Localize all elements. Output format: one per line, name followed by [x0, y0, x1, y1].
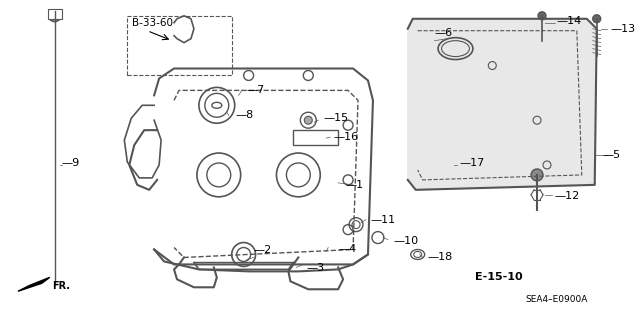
Circle shape — [593, 15, 601, 23]
Text: —2: —2 — [253, 246, 272, 256]
Text: E-15-10: E-15-10 — [476, 272, 523, 282]
Text: —9: —9 — [61, 158, 80, 168]
Circle shape — [305, 116, 312, 124]
Circle shape — [49, 10, 61, 22]
Text: —12: —12 — [555, 191, 580, 201]
Bar — [48, 9, 61, 19]
Text: —11: —11 — [370, 215, 395, 225]
Text: —7: —7 — [246, 85, 265, 95]
Polygon shape — [408, 19, 596, 190]
Text: —16: —16 — [333, 132, 358, 142]
Text: —15: —15 — [323, 113, 348, 123]
Text: B-33-60: B-33-60 — [132, 18, 173, 28]
Circle shape — [531, 169, 543, 181]
Text: —10: —10 — [394, 235, 419, 246]
Circle shape — [538, 12, 546, 20]
Text: FR.: FR. — [52, 281, 70, 291]
Text: —4: —4 — [338, 243, 356, 254]
Text: SEA4–E0900A: SEA4–E0900A — [525, 295, 588, 304]
Text: —13: —13 — [611, 24, 636, 34]
Text: —5: —5 — [603, 150, 621, 160]
Text: —8: —8 — [236, 110, 254, 120]
Bar — [127, 16, 232, 76]
Text: —14: —14 — [557, 16, 582, 26]
Text: —17: —17 — [460, 158, 484, 168]
Text: —1: —1 — [345, 180, 364, 190]
Text: —18: —18 — [428, 252, 453, 263]
Text: —6: —6 — [435, 28, 452, 38]
Bar — [293, 130, 338, 145]
Polygon shape — [18, 277, 50, 291]
Text: —3: —3 — [307, 263, 324, 273]
